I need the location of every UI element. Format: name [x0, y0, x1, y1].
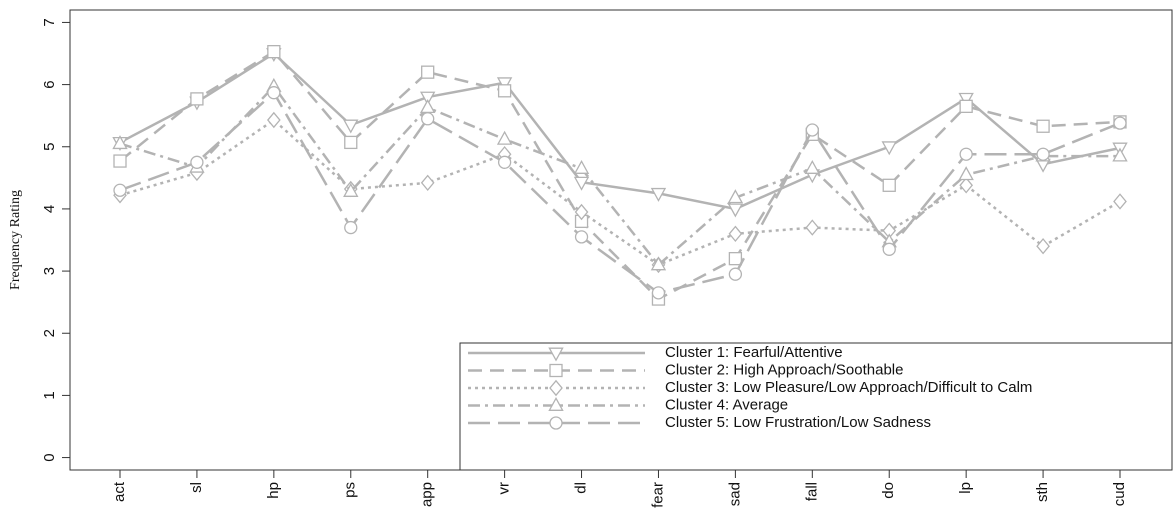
- marker: [574, 230, 589, 244]
- marker: [496, 77, 513, 92]
- marker: [343, 119, 359, 134]
- marker: [650, 187, 667, 202]
- x-tick-label: sad: [726, 482, 743, 506]
- y-tick-label: 0: [41, 453, 58, 461]
- marker: [1112, 147, 1128, 162]
- marker: [1036, 147, 1050, 161]
- marker: [805, 219, 820, 236]
- y-tick-label: 2: [41, 329, 58, 337]
- x-tick-label: dl: [573, 482, 590, 494]
- x-tick-label: sl: [188, 482, 205, 493]
- marker: [549, 416, 563, 430]
- marker: [419, 91, 436, 106]
- marker: [958, 166, 974, 181]
- y-axis-label: Frequency Rating: [8, 190, 23, 290]
- marker: [882, 178, 896, 192]
- y-tick-label: 3: [41, 267, 58, 275]
- marker: [1113, 193, 1127, 210]
- x-tick-label: cud: [1111, 482, 1128, 506]
- legend-label: Cluster 2: High Approach/Soothable: [665, 361, 903, 378]
- marker: [420, 174, 435, 192]
- x-tick-label: ps: [342, 482, 359, 498]
- marker: [728, 267, 743, 281]
- marker: [190, 155, 204, 169]
- marker: [1036, 119, 1050, 133]
- marker: [651, 286, 666, 300]
- marker: [805, 123, 819, 137]
- marker: [419, 99, 436, 114]
- marker: [882, 242, 896, 256]
- y-tick-label: 4: [41, 205, 58, 213]
- marker: [548, 347, 564, 362]
- marker: [959, 177, 973, 194]
- marker: [497, 84, 512, 98]
- legend-label: Cluster 5: Low Frustration/Low Sadness: [665, 414, 931, 431]
- marker: [881, 141, 897, 156]
- marker: [728, 225, 743, 242]
- series-line: [119, 84, 1120, 267]
- x-tick-label: fear: [649, 482, 666, 508]
- marker: [343, 182, 359, 197]
- marker: [548, 396, 564, 411]
- series-line: [119, 50, 1121, 301]
- x-tick-label: lp: [957, 482, 974, 494]
- marker: [549, 379, 563, 397]
- marker: [344, 220, 358, 235]
- marker: [728, 251, 743, 266]
- marker: [958, 92, 974, 107]
- y-tick-label: 7: [41, 18, 58, 26]
- marker: [421, 112, 435, 126]
- marker: [190, 92, 204, 106]
- x-tick-label: do: [880, 482, 897, 499]
- x-tick-label: sth: [1034, 482, 1051, 502]
- marker: [1036, 238, 1050, 255]
- y-tick-label: 6: [41, 80, 58, 88]
- marker: [959, 99, 973, 114]
- x-tick-label: hp: [265, 482, 282, 499]
- marker: [727, 203, 744, 218]
- marker: [959, 147, 973, 161]
- marker: [113, 183, 127, 197]
- y-tick-label: 1: [41, 391, 58, 399]
- marker: [497, 155, 512, 169]
- x-tick-label: fall: [803, 482, 820, 501]
- marker: [421, 65, 435, 79]
- marker: [727, 189, 744, 204]
- marker: [267, 44, 281, 59]
- x-tick-label: act: [111, 481, 128, 502]
- marker: [496, 130, 513, 145]
- series-line: [119, 90, 1121, 295]
- marker: [1113, 116, 1127, 130]
- series-line: [119, 118, 1121, 267]
- marker: [344, 135, 358, 150]
- x-tick-label: vr: [496, 482, 513, 495]
- marker: [267, 86, 281, 100]
- marker: [573, 159, 590, 174]
- marker: [573, 176, 590, 191]
- marker: [650, 256, 667, 271]
- legend-label: Cluster 1: Fearful/Attentive: [665, 344, 843, 361]
- y-tick-label: 5: [41, 143, 58, 151]
- marker: [804, 159, 821, 174]
- marker: [112, 135, 128, 150]
- marker: [113, 154, 127, 168]
- marker: [549, 363, 563, 378]
- marker: [267, 111, 281, 129]
- legend-label: Cluster 4: Average: [665, 396, 788, 413]
- marker: [574, 203, 589, 221]
- legend-label: Cluster 3: Low Pleasure/Low Approach/Dif…: [665, 379, 1032, 396]
- x-tick-label: app: [419, 482, 436, 507]
